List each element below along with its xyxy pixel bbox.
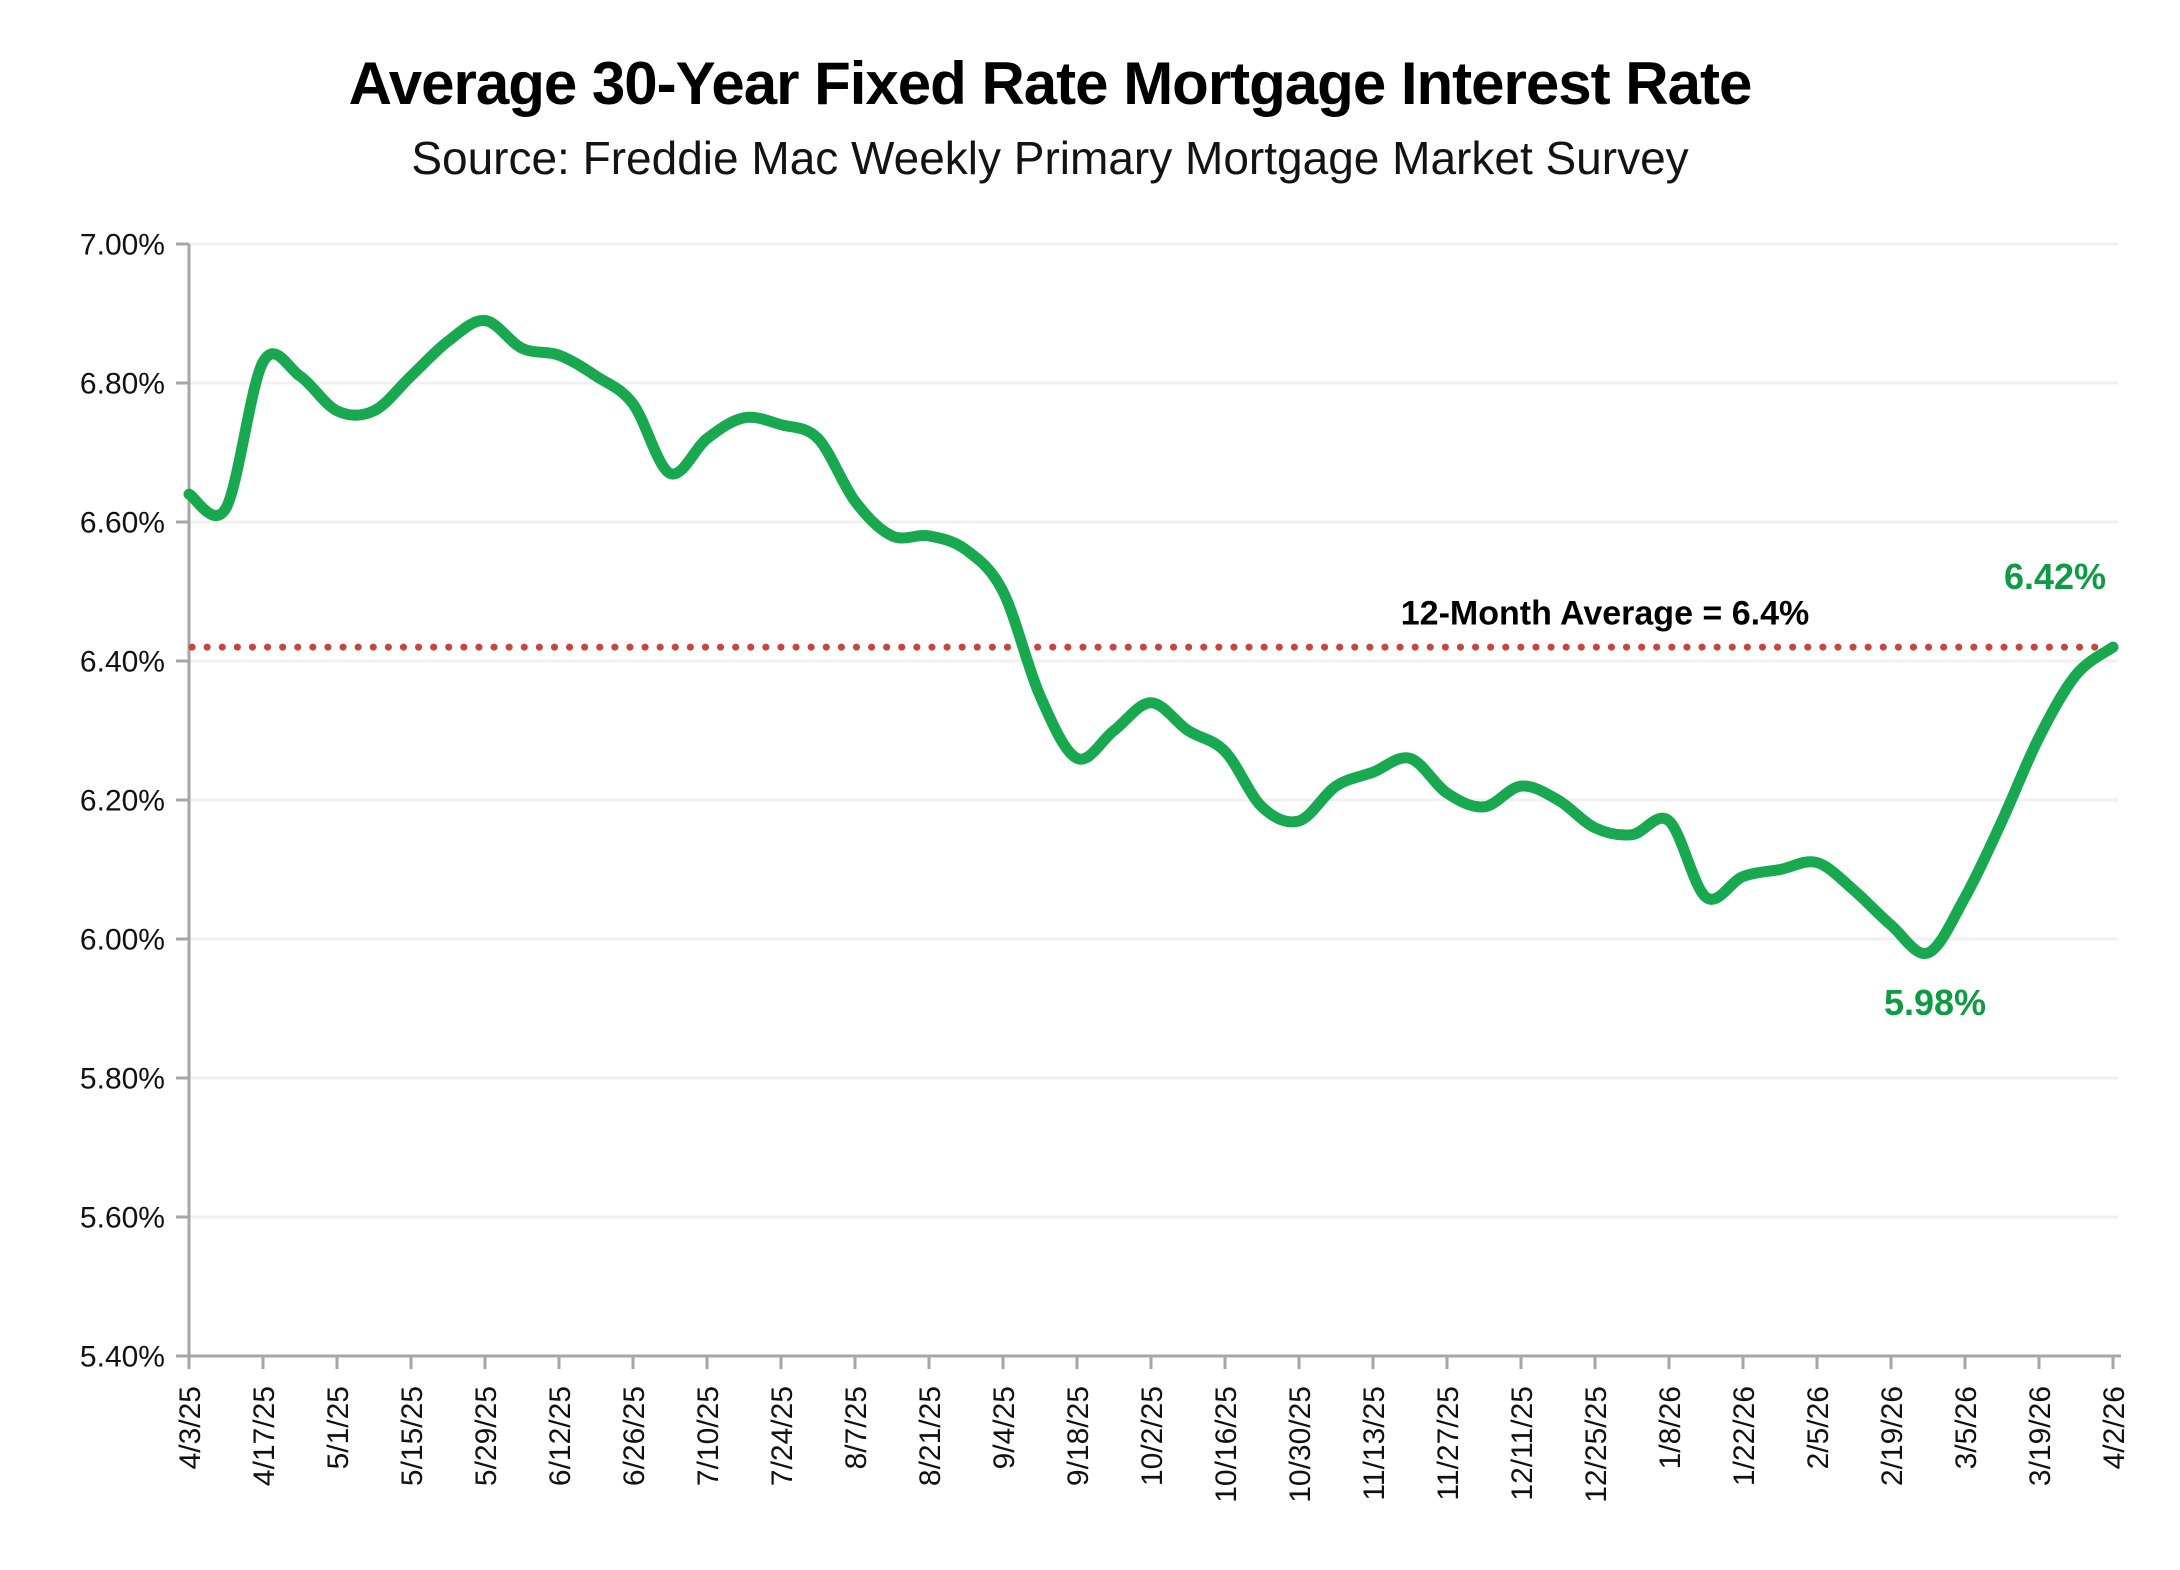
y-tick-label: 6.20% (80, 785, 165, 818)
y-tick-label: 5.80% (80, 1063, 165, 1096)
y-tick-label: 7.00% (80, 229, 165, 262)
x-tick-label: 7/24/25 (766, 1386, 799, 1486)
x-tick-label: 4/17/25 (248, 1386, 281, 1486)
x-tick-label: 11/13/25 (1358, 1386, 1391, 1501)
y-tick-label: 6.00% (80, 924, 165, 957)
x-tick-label: 12/11/25 (1506, 1386, 1539, 1501)
chart-header: Average 30-Year Fixed Rate Mortgage Inte… (0, 52, 2100, 185)
x-tick-label: 7/10/25 (692, 1386, 725, 1486)
chart-title: Average 30-Year Fixed Rate Mortgage Inte… (348, 50, 1753, 117)
chart-subtitle: Source: Freddie Mac Weekly Primary Mortg… (411, 132, 1689, 184)
y-tick-label: 6.40% (80, 646, 165, 679)
x-tick-label: 9/18/25 (1062, 1386, 1095, 1486)
x-tick-label: 12/25/25 (1580, 1386, 1613, 1503)
latest-value-annotation: 6.42% (2003, 556, 2107, 597)
x-tick-label: 10/16/25 (1210, 1386, 1243, 1503)
average-line-label: 12-Month Average = 6.4% (1400, 594, 1810, 633)
y-tick-label: 6.80% (80, 368, 165, 401)
x-tick-label: 1/8/26 (1654, 1386, 1687, 1469)
x-tick-label: 2/19/26 (1876, 1386, 1909, 1486)
y-tick-label: 5.40% (80, 1341, 165, 1374)
x-tick-label: 6/12/25 (544, 1386, 577, 1486)
x-tick-label: 5/1/25 (322, 1386, 355, 1469)
x-tick-label: 1/22/26 (1728, 1386, 1761, 1486)
x-tick-label: 10/30/25 (1284, 1386, 1317, 1503)
x-tick-label: 9/4/25 (988, 1386, 1021, 1469)
y-tick-label: 5.60% (80, 1202, 165, 1235)
x-tick-label: 3/19/26 (2024, 1386, 2057, 1486)
x-tick-label: 5/29/25 (470, 1386, 503, 1486)
x-tick-label: 2/5/26 (1802, 1386, 1835, 1469)
x-tick-label: 6/26/25 (618, 1386, 651, 1486)
x-tick-label: 10/2/25 (1136, 1386, 1169, 1486)
lowest-value-annotation: 5.98% (1883, 982, 1987, 1023)
x-tick-label: 4/2/26 (2098, 1386, 2131, 1469)
x-tick-label: 8/7/25 (840, 1386, 873, 1469)
y-tick-label: 6.60% (80, 507, 165, 540)
x-tick-label: 3/5/26 (1950, 1386, 1983, 1469)
x-tick-label: 4/3/25 (174, 1386, 207, 1469)
x-tick-label: 8/21/25 (914, 1386, 947, 1486)
rate-line (183, 315, 2119, 959)
x-tick-label: 11/27/25 (1432, 1386, 1465, 1501)
x-tick-label: 5/15/25 (396, 1386, 429, 1486)
